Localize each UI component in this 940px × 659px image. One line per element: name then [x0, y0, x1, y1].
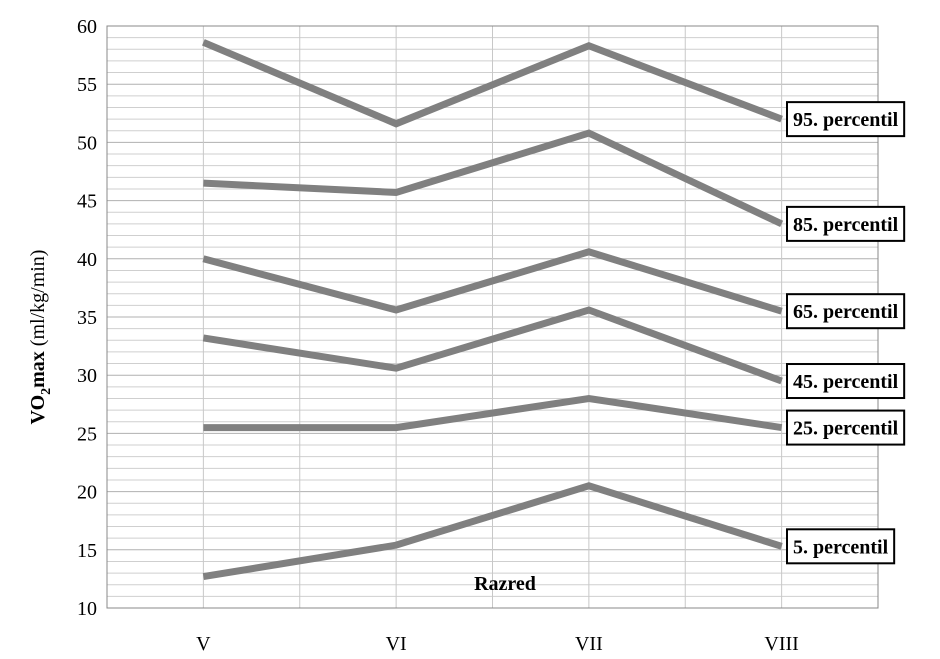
series-label-box — [786, 409, 906, 446]
series-label: 65. percentil — [786, 293, 906, 330]
y-axis-label-main: VO — [27, 395, 49, 425]
series-label-text: 45. percentil — [793, 371, 899, 393]
y-tick-label: 60 — [77, 16, 97, 38]
x-tick-label: V — [196, 633, 211, 655]
series-label: 25. percentil — [786, 409, 906, 446]
series-label-text: 25. percentil — [793, 418, 899, 440]
series-line — [202, 248, 783, 315]
series-labels: 95. percentil 85. percentil 65. percentil 4… — [786, 101, 906, 565]
series-lines — [202, 39, 784, 581]
series-label: 85. percentil — [786, 205, 906, 242]
x-tick-label: VII — [575, 633, 603, 655]
y-tick-label: 45 — [77, 191, 97, 213]
y-axis-label-unit: (ml/kg/min) — [27, 250, 49, 352]
x-tick-label: VI — [386, 633, 407, 655]
series-label-text: 65. percentil — [793, 301, 899, 323]
x-tick-labels: V VI VII VIII — [196, 633, 799, 655]
series-label-text: 5. percentil — [793, 536, 889, 558]
series-line — [203, 129, 784, 228]
y-tick-label: 55 — [77, 74, 97, 96]
series-line — [202, 39, 783, 128]
y-tick-label: 20 — [77, 482, 97, 504]
series-label-box — [786, 101, 906, 138]
series-line — [203, 394, 783, 432]
series-label-text: 85. percentil — [793, 214, 899, 236]
series-label-box — [786, 528, 896, 565]
series-label-box — [786, 363, 906, 400]
y-tick-label: 15 — [77, 540, 97, 562]
series-label: 45. percentil — [786, 363, 906, 400]
series-label: 5. percentil — [786, 528, 896, 565]
y-axis-label-sub: 2 — [39, 388, 54, 395]
y-tick-label: 35 — [77, 307, 97, 329]
series-line — [202, 482, 783, 581]
grid — [106, 25, 879, 609]
annotation-label: Razred — [474, 573, 536, 595]
y-axis-label-bold: max — [27, 351, 49, 388]
series-label-text: 95. percentil — [793, 109, 899, 131]
y-tick-label: 10 — [77, 598, 97, 620]
x-tick-label: VIII — [764, 633, 798, 655]
series-label: 95. percentil — [786, 101, 906, 138]
series-label-box — [786, 205, 906, 242]
y-tick-label: 40 — [77, 249, 97, 271]
series-line — [202, 306, 783, 385]
y-tick-label: 30 — [77, 365, 97, 387]
y-tick-label: 25 — [77, 423, 97, 445]
y-tick-label: 50 — [77, 132, 97, 154]
y-tick-labels: 10 15 20 25 30 35 40 45 50 55 60 — [77, 16, 97, 620]
y-axis-label: VO2max (ml/kg/min) — [27, 250, 54, 425]
series-label-box — [786, 293, 906, 330]
